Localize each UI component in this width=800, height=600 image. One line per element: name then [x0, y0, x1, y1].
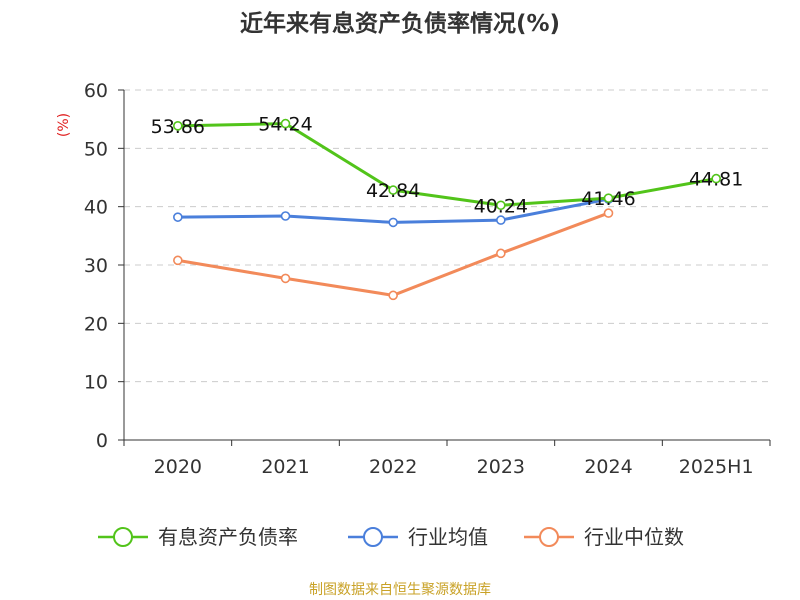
legend-marker — [113, 527, 133, 547]
series-line — [177, 122, 717, 207]
axis-layer: 0 10 20 30 40 50 60 2020 2021 2022 2023 2024 2025H1 — [84, 80, 771, 478]
data-label: 53.86 — [151, 116, 205, 138]
data-label: 44.81 — [689, 169, 743, 191]
data-point — [280, 211, 291, 221]
data-label: 41.46 — [581, 188, 635, 210]
x-tick-label: 2024 — [584, 456, 632, 478]
data-label: 54.24 — [258, 114, 312, 136]
y-tick-label: 50 — [84, 138, 108, 160]
data-point — [603, 208, 614, 218]
data-point — [388, 217, 398, 228]
legend-label: 行业中位数 — [584, 525, 684, 549]
data-point — [496, 200, 506, 211]
series-layer — [173, 118, 721, 301]
data-point — [388, 185, 398, 195]
data-point — [280, 118, 291, 129]
data-label: 40.24 — [474, 195, 528, 217]
y-tick-label: 0 — [96, 430, 108, 452]
data-point — [173, 255, 183, 266]
data-point — [280, 273, 291, 284]
data-point — [388, 290, 398, 301]
y-axis-unit-label: (%) — [56, 113, 72, 137]
x-tick-label: 2022 — [369, 456, 417, 478]
legend-label: 行业均值 — [408, 525, 488, 549]
data-label: 42.84 — [366, 180, 420, 202]
y-tick-label: 20 — [84, 313, 108, 335]
y-tick-label: 60 — [84, 80, 108, 102]
data-point — [173, 212, 183, 222]
y-tick-label: 30 — [84, 255, 108, 277]
legend: 有息资产负债率 行业均值 行业中位数 — [98, 525, 684, 549]
data-label-layer: 53.86 54.24 42.84 40.24 41.46 44.81 — [151, 114, 744, 218]
legend-marker — [363, 527, 383, 547]
x-tick-label: 2020 — [154, 456, 202, 478]
x-tick-label: 2023 — [477, 456, 525, 478]
chart-title: 近年来有息资产负债率情况(%) — [239, 11, 561, 37]
source-note: 制图数据来自恒生聚源数据库 — [309, 582, 491, 598]
x-tick-label: 2025H1 — [679, 456, 754, 478]
y-tick-label: 10 — [84, 372, 108, 394]
data-point — [496, 248, 506, 259]
data-point — [711, 173, 721, 184]
data-point — [603, 193, 614, 203]
legend-marker — [539, 527, 559, 547]
data-point — [496, 215, 506, 225]
legend-label: 有息资产负债率 — [158, 525, 298, 549]
grid-layer — [124, 89, 770, 383]
y-tick-label: 40 — [84, 197, 108, 219]
x-tick-label: 2021 — [261, 456, 309, 478]
data-point — [173, 121, 183, 131]
